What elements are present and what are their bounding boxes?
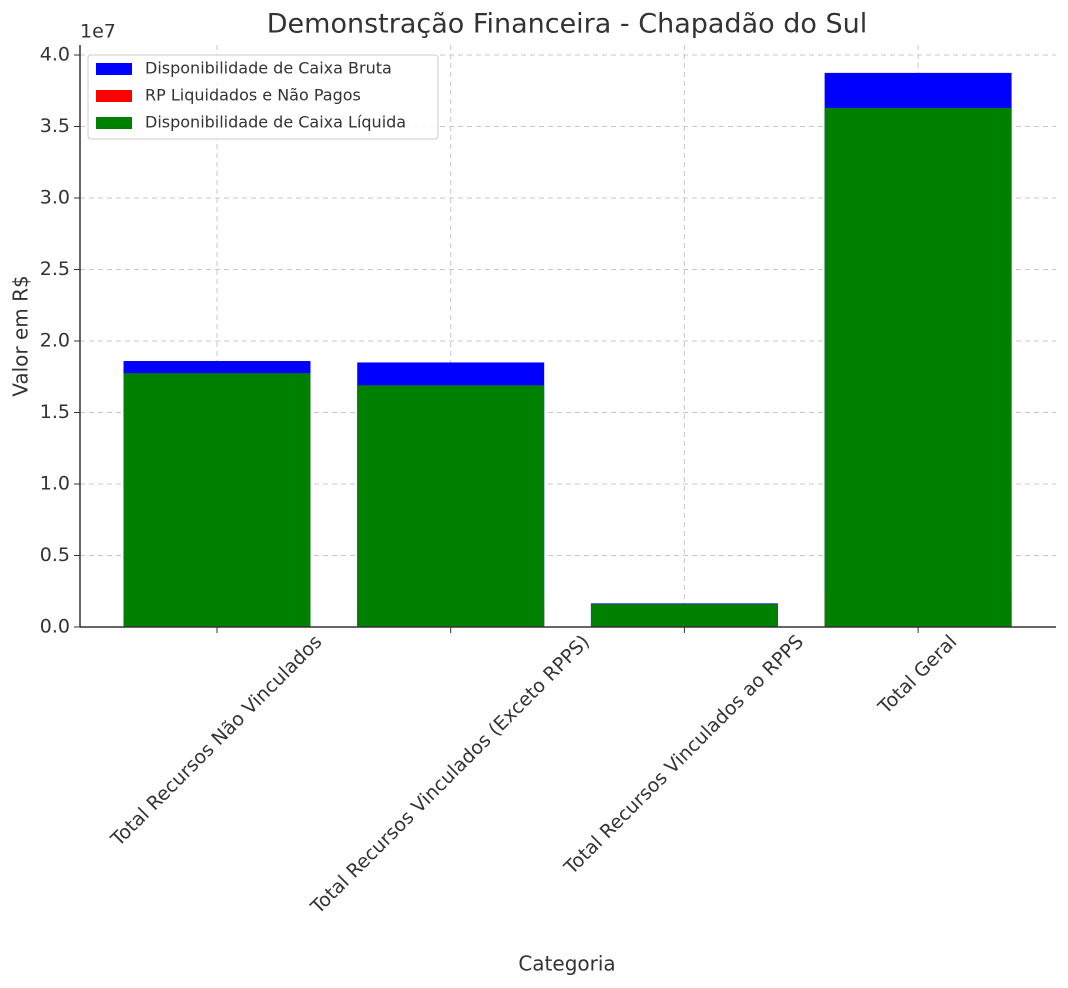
y-tick-label: 1.5 <box>40 401 70 423</box>
x-tick-label: Total Recursos Vinculados (Exceto RPPS) <box>306 631 594 919</box>
y-tick-label: 0.0 <box>40 616 70 638</box>
legend-label: Disponibilidade de Caixa Líquida <box>145 113 406 132</box>
legend-swatch <box>96 63 132 75</box>
y-tick-label: 3.0 <box>40 187 70 209</box>
bar <box>123 373 311 627</box>
y-tick-label: 3.5 <box>40 115 70 137</box>
y-tick-label: 2.5 <box>40 258 70 280</box>
bar <box>590 604 778 627</box>
offset-label: 1e7 <box>80 21 116 43</box>
x-tick-label: Total Geral <box>873 631 961 719</box>
legend-label: Disponibilidade de Caixa Bruta <box>145 59 392 78</box>
bar <box>357 385 545 627</box>
y-tick-label: 0.5 <box>40 544 70 566</box>
chart-title: Demonstração Financeira - Chapadão do Su… <box>267 9 867 40</box>
y-tick-label: 1.0 <box>40 473 70 495</box>
x-tick-label: Total Recursos Vinculados ao RPPS <box>559 631 808 880</box>
legend-label: RP Liquidados e Não Pagos <box>145 86 361 105</box>
legend: Disponibilidade de Caixa Bruta RP Liquida… <box>87 54 439 140</box>
y-tick-label: 2.0 <box>40 330 70 352</box>
y-tick-label: 4.0 <box>40 44 70 66</box>
x-axis-label: Categoria <box>518 952 615 976</box>
legend-swatch <box>96 90 132 102</box>
legend-swatch <box>96 117 132 129</box>
y-axis-label: Valor em R$ <box>9 275 33 397</box>
x-tick-label: Total Recursos Não Vinculados <box>106 631 326 851</box>
bar <box>824 107 1012 627</box>
legend-box <box>87 54 439 140</box>
